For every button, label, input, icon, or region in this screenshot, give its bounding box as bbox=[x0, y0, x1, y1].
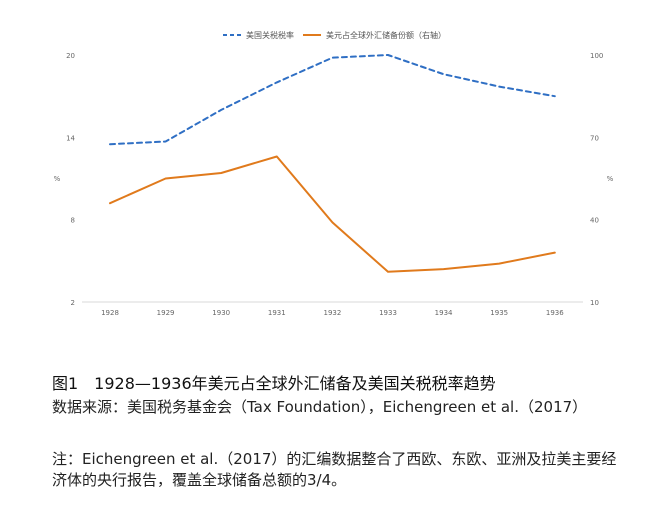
x-tick-label: 1930 bbox=[212, 309, 230, 317]
legend-label-1: 美国关税税率 bbox=[246, 30, 294, 40]
chart-legend: 美国关税税率 美元占全球外汇储备份额（右轴） bbox=[223, 30, 446, 40]
legend-label-2: 美元占全球外汇储备份额（右轴） bbox=[326, 30, 446, 40]
right-tick-label: 70 bbox=[590, 134, 599, 142]
x-tick-label: 1935 bbox=[490, 309, 508, 317]
chart-axes: 2 8 14 20 10 40 70 100% % 1928 1929 1930 1931 1932 193… bbox=[54, 52, 614, 317]
left-axis-label: % bbox=[54, 175, 61, 183]
figure-note: 注：Eichengreen et al.（2017）的汇编数据整合了西欧、东欧、… bbox=[52, 450, 617, 489]
right-tick-label: 40 bbox=[590, 217, 599, 225]
left-tick-label: 2 bbox=[71, 299, 75, 307]
line-chart: 美国关税税率 美元占全球外汇储备份额（右轴） 2 8 14 20 10 40 70 100% % 1… bbox=[54, 30, 614, 317]
x-tick-label: 1932 bbox=[323, 309, 341, 317]
right-tick-label: 100 bbox=[590, 52, 603, 60]
right-tick-label: 10 bbox=[590, 299, 599, 307]
chart-series bbox=[109, 54, 556, 273]
x-tick-label: 1928 bbox=[101, 309, 119, 317]
x-tick-label: 1929 bbox=[157, 309, 175, 317]
left-tick-label: 8 bbox=[71, 217, 75, 225]
series-line-1 bbox=[109, 54, 556, 146]
x-tick-label: 1934 bbox=[435, 309, 453, 317]
data-source: 数据来源：美国税务基金会（Tax Foundation），Eichengreen… bbox=[52, 398, 588, 416]
figure-title: 图1 1928—1936年美元占全球外汇储备及美国关税税率趋势 bbox=[52, 374, 496, 393]
series-line-2 bbox=[109, 155, 556, 273]
x-tick-label: 1931 bbox=[268, 309, 286, 317]
left-tick-label: 20 bbox=[66, 52, 75, 60]
left-tick-label: 14 bbox=[66, 134, 75, 142]
right-axis-label: % bbox=[607, 175, 614, 183]
x-tick-label: 1936 bbox=[546, 309, 564, 317]
x-tick-label: 1933 bbox=[379, 309, 397, 317]
